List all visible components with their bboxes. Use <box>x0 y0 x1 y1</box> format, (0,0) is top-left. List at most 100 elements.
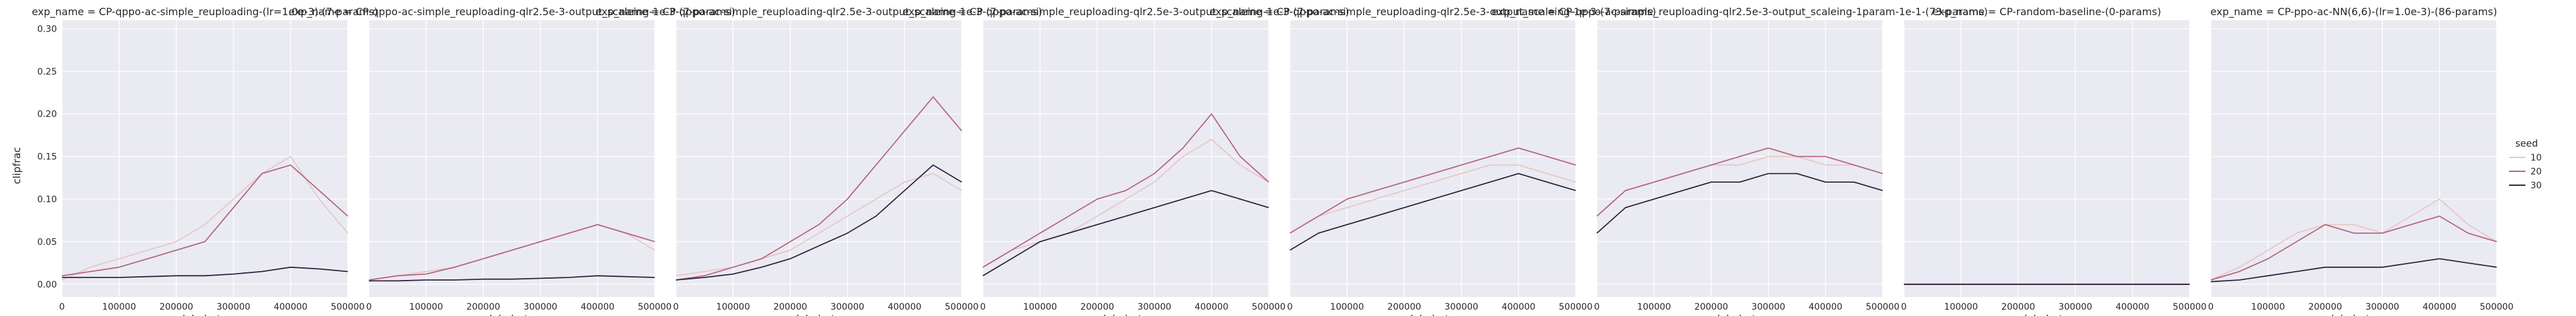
series-line-seed-20 <box>983 113 1270 268</box>
x-tick-label: 400000 <box>2116 302 2149 312</box>
x-tick-label: 400000 <box>1194 302 1228 312</box>
x-tick-label: 100000 <box>2251 302 2285 312</box>
x-tick-label: 200000 <box>1695 302 1728 312</box>
x-tick-label: 200000 <box>2001 302 2035 312</box>
y-tick-label: 0.20 <box>37 109 57 119</box>
legend-title: seed <box>2515 138 2538 149</box>
x-tick-label: 400000 <box>2422 302 2456 312</box>
series-line-seed-10 <box>61 155 348 281</box>
x-tick-label: 500000 <box>1252 302 1285 312</box>
facet-panel: 0 100000 200000 300000 400000 500000 exp_name … <box>288 6 735 316</box>
facet-panel: 0.00 0.05 0.10 0.15 0.20 0.25 0.30 0 100000 20000… <box>32 6 378 316</box>
facet-panels: 0.00 0.05 0.10 0.15 0.20 0.25 0.30 0 100000 20000… <box>32 6 2513 316</box>
x-tick-label: 100000 <box>1330 302 1364 312</box>
series-line-seed-10 <box>2211 198 2497 281</box>
x-tick-label: 400000 <box>580 302 614 312</box>
x-tick-label: 0 <box>673 302 679 312</box>
panel-title: exp_name = CP-random-baseline-(0-params) <box>1932 6 2161 18</box>
x-tick-label: 300000 <box>2058 302 2092 312</box>
x-axis-label: global_step <box>1097 313 1155 316</box>
x-tick-label: 200000 <box>2309 302 2342 312</box>
x-tick-label: 100000 <box>409 302 443 312</box>
x-tick-label: 400000 <box>1502 302 1535 312</box>
panel-title: exp_name = CP-qppo-ac-simple_reuploading… <box>288 6 735 18</box>
plot-background <box>1597 20 1883 297</box>
x-tick-label: 0 <box>366 302 372 312</box>
panel-title: exp_name = CP-qppo-ac-simple_reuploading… <box>902 6 1349 18</box>
series-line-seed-20 <box>675 96 962 281</box>
y-tick-label: 0.30 <box>37 24 57 34</box>
series-line-seed-20 <box>2211 216 2497 281</box>
panel-title: exp_name = CP-ppo-ac-NN(6,6)-(lr=1.0e-3)… <box>2211 6 2497 18</box>
facet-panel: 0 100000 200000 300000 400000 500000 exp_name … <box>1210 6 1656 316</box>
x-axis-label: global_step <box>790 313 847 316</box>
x-tick-label: 100000 <box>1944 302 1978 312</box>
series-line-seed-30 <box>983 190 1269 277</box>
plot-background <box>983 20 1269 297</box>
x-tick-label: 500000 <box>945 302 978 312</box>
x-axis-label: global_step <box>2018 313 2075 316</box>
panel-title: exp_name = CP-qppo-ac-simple_reuploading… <box>596 6 1042 18</box>
x-tick-label: 100000 <box>1637 302 1671 312</box>
plot-background <box>2211 20 2497 297</box>
x-tick-label: 100000 <box>716 302 750 312</box>
series-line-seed-20 <box>61 164 348 277</box>
x-axis-label: global_step <box>1404 313 1461 316</box>
x-tick-label: 400000 <box>888 302 921 312</box>
x-tick-label: 300000 <box>2365 302 2399 312</box>
panel-title: exp_name = CP-qppo-ac-simple_reuploading… <box>1492 6 1988 18</box>
y-axis-label: clipfrac <box>11 147 23 185</box>
x-tick-label: 200000 <box>1387 302 1421 312</box>
facet-panel: 0 100000 200000 300000 400000 500000 exp_name … <box>1492 6 1988 316</box>
panel-title: exp_name = CP-qppo-ac-simple_reuploading… <box>32 6 378 18</box>
x-tick-label: 400000 <box>1808 302 1842 312</box>
facet-panel: 0 100000 200000 300000 400000 500000 exp_name … <box>902 6 1349 316</box>
x-tick-label: 500000 <box>1559 302 1592 312</box>
x-tick-label: 300000 <box>1751 302 1785 312</box>
legend: seed 10 20 30 <box>2509 138 2542 191</box>
x-tick-label: 0 <box>980 302 986 312</box>
series-line-seed-30 <box>1596 173 1883 234</box>
x-axis-label: global_step <box>2325 313 2383 316</box>
x-tick-label: 0 <box>1287 302 1293 312</box>
x-axis-label: global_step <box>1711 313 1769 316</box>
panel-title: exp_name = CP-qppo-ac-simple_reuploading… <box>1210 6 1656 18</box>
y-tick-label: 0.15 <box>37 152 57 162</box>
x-tick-label: 300000 <box>216 302 250 312</box>
x-tick-label: 400000 <box>274 302 307 312</box>
series-line-seed-10 <box>1289 164 1576 234</box>
plot-background <box>1904 20 2190 297</box>
legend-entry-seed-30: 30 <box>2530 181 2542 191</box>
plot-background <box>62 20 348 297</box>
x-axis-label: global_step <box>483 313 541 316</box>
series-line-seed-30 <box>369 275 655 282</box>
plot-background <box>369 20 655 297</box>
plot-background <box>1290 20 1576 297</box>
x-tick-label: 300000 <box>1138 302 1171 312</box>
x-tick-label: 500000 <box>2173 302 2206 312</box>
facet-panel: 0 100000 200000 300000 400000 500000 exp_name … <box>596 6 1042 316</box>
series-line-seed-30 <box>675 164 962 281</box>
x-tick-label: 200000 <box>467 302 500 312</box>
x-tick-label: 500000 <box>2480 302 2513 312</box>
series-line-seed-20 <box>1596 147 1883 217</box>
y-tick-label: 0.10 <box>37 195 57 205</box>
series-line-seed-20 <box>1289 147 1576 234</box>
x-tick-label: 300000 <box>830 302 864 312</box>
y-tick-label: 0.00 <box>37 280 57 290</box>
x-tick-label: 300000 <box>524 302 557 312</box>
x-tick-label: 0 <box>2208 302 2214 312</box>
series-line-seed-30 <box>62 266 348 278</box>
x-tick-label: 300000 <box>1444 302 1478 312</box>
x-axis-label: global_step <box>176 313 233 316</box>
x-tick-label: 0 <box>1594 302 1600 312</box>
x-tick-label: 0 <box>59 302 65 312</box>
series-line-seed-20 <box>369 224 655 281</box>
x-tick-label: 200000 <box>1081 302 1114 312</box>
x-tick-label: 200000 <box>159 302 193 312</box>
x-tick-label: 500000 <box>638 302 672 312</box>
x-tick-label: 100000 <box>1023 302 1057 312</box>
plot-background <box>676 20 962 297</box>
y-tick-label: 0.05 <box>37 237 57 247</box>
